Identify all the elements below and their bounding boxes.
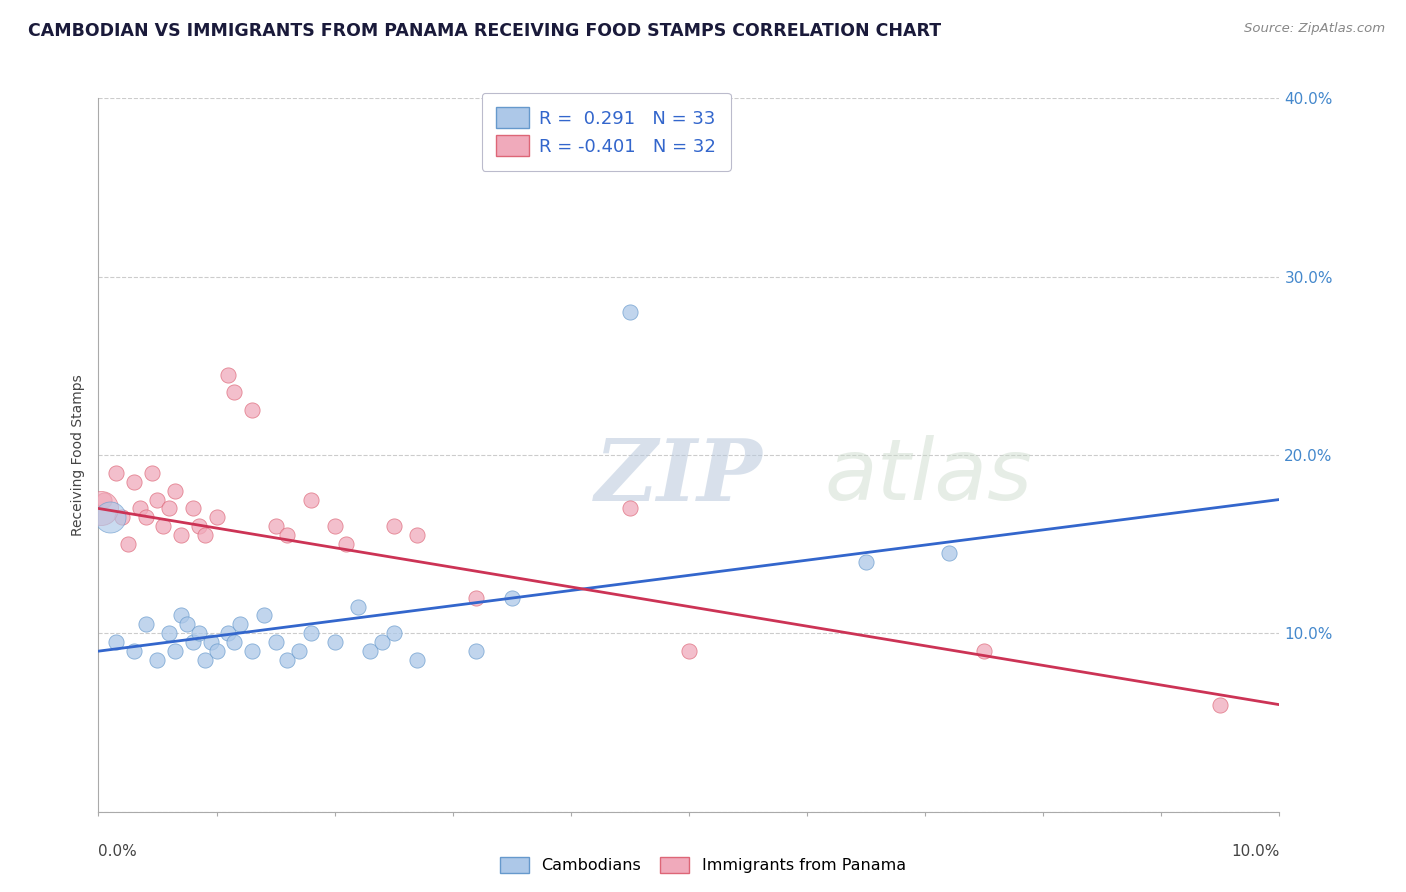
Point	[122, 475, 145, 489]
Point	[288, 644, 311, 658]
Point	[323, 519, 346, 533]
Point	[240, 403, 263, 417]
Legend: Cambodians, Immigrants from Panama: Cambodians, Immigrants from Panama	[494, 850, 912, 880]
Point	[165, 644, 187, 658]
Point	[187, 519, 209, 533]
Point	[217, 626, 239, 640]
Point	[678, 644, 700, 658]
Point	[1209, 698, 1232, 712]
Point	[146, 492, 169, 507]
Point	[194, 528, 217, 542]
Point	[117, 537, 139, 551]
Point	[371, 635, 394, 649]
Point	[157, 501, 180, 516]
Point	[205, 510, 228, 524]
Point	[240, 644, 263, 658]
Point	[135, 510, 157, 524]
Point	[176, 617, 198, 632]
Point	[855, 555, 877, 569]
Point	[359, 644, 381, 658]
Point	[347, 599, 370, 614]
Point	[465, 591, 488, 605]
Point	[170, 528, 193, 542]
Point	[90, 501, 112, 516]
Point	[170, 608, 193, 623]
Text: CAMBODIAN VS IMMIGRANTS FROM PANAMA RECEIVING FOOD STAMPS CORRELATION CHART: CAMBODIAN VS IMMIGRANTS FROM PANAMA RECE…	[28, 22, 941, 40]
Text: atlas: atlas	[825, 434, 1033, 518]
Point	[253, 608, 276, 623]
Point	[501, 591, 523, 605]
Point	[128, 501, 150, 516]
Point	[111, 510, 134, 524]
Point	[135, 617, 157, 632]
Point	[299, 492, 322, 507]
Text: ZIP: ZIP	[595, 434, 762, 518]
Point	[973, 644, 995, 658]
Point	[194, 653, 217, 667]
Point	[105, 635, 128, 649]
Point	[200, 635, 222, 649]
Point	[276, 653, 298, 667]
Point	[122, 644, 145, 658]
Point	[165, 483, 187, 498]
Point	[224, 635, 246, 649]
Point	[224, 385, 246, 400]
Point	[323, 635, 346, 649]
Point	[619, 501, 641, 516]
Point	[181, 501, 204, 516]
Point	[264, 635, 287, 649]
Point	[276, 528, 298, 542]
Y-axis label: Receiving Food Stamps: Receiving Food Stamps	[72, 374, 86, 536]
Point	[229, 617, 252, 632]
Point	[406, 653, 429, 667]
Point	[205, 644, 228, 658]
Point	[264, 519, 287, 533]
Text: 10.0%: 10.0%	[1232, 844, 1279, 859]
Point	[105, 466, 128, 480]
Point	[187, 626, 209, 640]
Legend: R =  0.291   N = 33, R = -0.401   N = 32: R = 0.291 N = 33, R = -0.401 N = 32	[482, 93, 731, 170]
Text: 0.0%: 0.0%	[98, 844, 138, 859]
Point	[619, 305, 641, 319]
Point	[181, 635, 204, 649]
Point	[93, 492, 115, 507]
Point	[299, 626, 322, 640]
Point	[157, 626, 180, 640]
Point	[465, 644, 488, 658]
Point	[98, 510, 121, 524]
Point	[938, 546, 960, 560]
Point	[141, 466, 163, 480]
Point	[146, 653, 169, 667]
Point	[382, 626, 405, 640]
Point	[382, 519, 405, 533]
Text: Source: ZipAtlas.com: Source: ZipAtlas.com	[1244, 22, 1385, 36]
Point	[152, 519, 174, 533]
Point	[406, 528, 429, 542]
Point	[335, 537, 357, 551]
Point	[217, 368, 239, 382]
